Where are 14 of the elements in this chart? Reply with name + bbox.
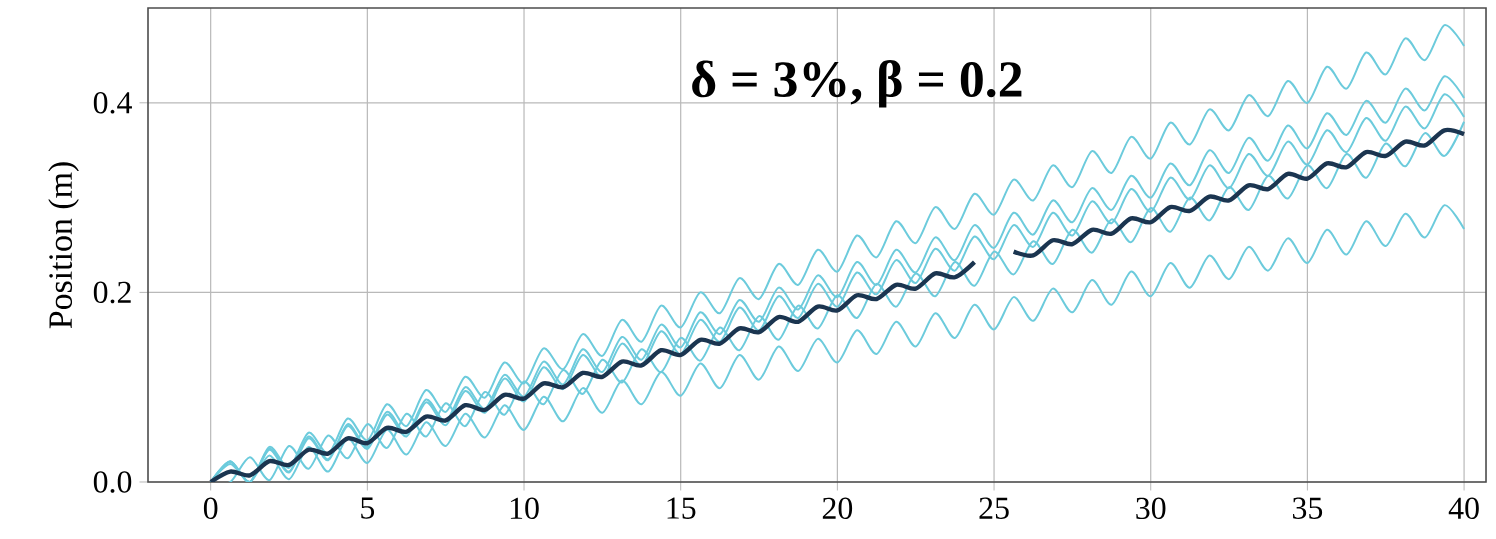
x-tick-label: 40	[1448, 497, 1479, 520]
x-tick-label: 0	[203, 497, 218, 520]
y-tick-label: 0.0	[93, 471, 132, 493]
x-tick-label: 35	[1293, 497, 1323, 519]
y-axis-title: Position (m)	[48, 162, 79, 329]
x-tick-label: 20	[822, 497, 853, 520]
x-tick-label: 30	[1136, 497, 1166, 520]
y-tick-label: 0.4	[93, 91, 132, 114]
x-tick-label: 10	[510, 497, 539, 520]
x-tick-label: 15	[667, 497, 696, 519]
x-tick-label: 5	[361, 497, 375, 519]
annotation: δ = 3%, β = 0.2	[692, 60, 1022, 108]
x-tick-label: 25	[979, 497, 1009, 519]
y-tick-label: 0.2	[93, 281, 131, 304]
